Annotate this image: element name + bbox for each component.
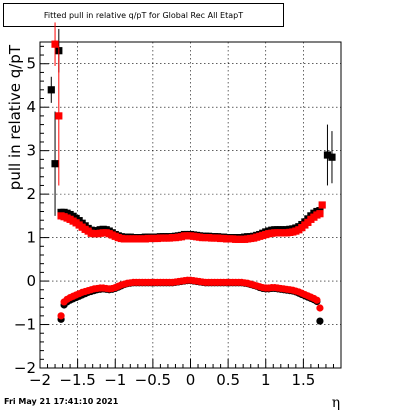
data-point bbox=[316, 304, 324, 312]
y-tick-label: −1 bbox=[14, 316, 36, 334]
x-tick-label: 0 bbox=[186, 371, 196, 389]
x-tick-label: −2 bbox=[29, 371, 51, 389]
x-tick-label: −1.5 bbox=[59, 371, 95, 389]
y-tick-label: 4 bbox=[26, 98, 36, 116]
y-axis-label: pull in relative q/pT bbox=[6, 44, 24, 190]
data-point bbox=[57, 312, 65, 320]
y-tick-label: −2 bbox=[14, 359, 36, 377]
data-point bbox=[316, 317, 324, 325]
y-tick-label: 2 bbox=[26, 185, 36, 203]
data-point bbox=[47, 86, 55, 94]
data-point bbox=[51, 40, 59, 48]
x-tick-label: 1.5 bbox=[291, 371, 315, 389]
series-3 bbox=[57, 201, 326, 243]
data-point bbox=[318, 201, 326, 209]
timestamp: Fri May 21 17:41:10 2021 bbox=[4, 397, 119, 406]
y-tick-label: 1 bbox=[26, 229, 36, 247]
chart-title: Fitted pull in relative q/pT for Global … bbox=[3, 3, 284, 27]
x-tick-label: 1 bbox=[261, 371, 271, 389]
y-tick-label: 5 bbox=[26, 55, 36, 73]
y-tick-label: 0 bbox=[26, 272, 36, 290]
data-point bbox=[313, 296, 321, 304]
series-5 bbox=[57, 276, 324, 320]
data-point bbox=[55, 112, 63, 120]
x-tick-label: −0.5 bbox=[135, 371, 171, 389]
x-tick-label: −1 bbox=[104, 371, 126, 389]
data-point bbox=[323, 151, 332, 159]
data-point bbox=[316, 210, 324, 218]
axis-ticks bbox=[39, 45, 334, 369]
data-points bbox=[47, 22, 336, 325]
y-tick-label: 3 bbox=[26, 142, 36, 160]
x-tick-label: 0.5 bbox=[216, 371, 240, 389]
data-point bbox=[51, 160, 59, 168]
x-axis-label: η bbox=[332, 395, 340, 410]
data-point bbox=[328, 153, 336, 161]
plot-frame bbox=[39, 41, 342, 369]
series-1 bbox=[51, 22, 63, 186]
